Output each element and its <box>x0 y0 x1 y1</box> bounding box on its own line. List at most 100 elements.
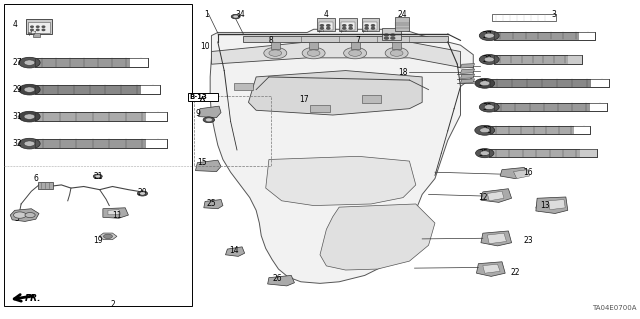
Text: FR.: FR. <box>25 294 42 303</box>
Bar <box>591 79 609 87</box>
Bar <box>494 55 582 63</box>
Bar <box>580 149 596 157</box>
Circle shape <box>205 118 212 121</box>
Circle shape <box>19 111 40 122</box>
Text: 22: 22 <box>510 268 520 277</box>
Circle shape <box>476 149 494 158</box>
Circle shape <box>385 37 388 39</box>
Bar <box>309 42 318 49</box>
Bar <box>271 42 280 49</box>
Bar <box>490 149 596 157</box>
Text: 20: 20 <box>138 188 148 197</box>
Bar <box>490 126 590 134</box>
Circle shape <box>231 14 240 19</box>
Bar <box>317 18 335 31</box>
Polygon shape <box>10 209 39 221</box>
Circle shape <box>24 141 35 146</box>
Polygon shape <box>461 79 474 83</box>
Bar <box>341 22 355 30</box>
Circle shape <box>24 87 35 92</box>
Text: 17: 17 <box>299 95 308 104</box>
Bar <box>146 112 167 121</box>
Circle shape <box>344 48 367 59</box>
Circle shape <box>302 48 325 59</box>
Polygon shape <box>500 167 527 179</box>
Text: 14: 14 <box>229 246 239 255</box>
Bar <box>490 149 596 157</box>
Circle shape <box>320 27 323 29</box>
Text: 8: 8 <box>269 36 274 45</box>
Text: 15: 15 <box>197 158 207 167</box>
Circle shape <box>140 192 145 195</box>
Circle shape <box>365 25 368 26</box>
Bar <box>339 18 357 31</box>
Polygon shape <box>461 63 474 68</box>
Circle shape <box>19 138 40 149</box>
Bar <box>35 58 148 67</box>
Circle shape <box>104 234 113 239</box>
Polygon shape <box>483 264 500 273</box>
Polygon shape <box>513 170 529 179</box>
Bar <box>574 126 590 134</box>
Bar <box>579 32 595 40</box>
Circle shape <box>326 27 330 29</box>
Circle shape <box>24 60 35 65</box>
Circle shape <box>233 15 238 18</box>
Circle shape <box>307 50 320 56</box>
Polygon shape <box>38 182 53 189</box>
Circle shape <box>24 114 35 119</box>
Circle shape <box>385 34 388 36</box>
Circle shape <box>480 81 490 86</box>
Text: 4: 4 <box>12 20 17 29</box>
Polygon shape <box>99 233 117 240</box>
Circle shape <box>391 37 395 39</box>
Circle shape <box>349 25 352 26</box>
Bar <box>494 55 582 63</box>
Bar <box>568 55 582 63</box>
Bar <box>492 14 556 21</box>
Bar <box>146 139 167 148</box>
Circle shape <box>479 55 499 64</box>
Bar <box>194 96 271 166</box>
Text: φ17: φ17 <box>28 31 38 36</box>
Bar <box>494 103 607 111</box>
Circle shape <box>31 29 33 31</box>
Text: 35: 35 <box>478 149 488 158</box>
Circle shape <box>365 27 368 29</box>
Text: 30: 30 <box>478 79 488 88</box>
Bar <box>392 42 401 49</box>
Bar <box>141 85 161 94</box>
Text: 13: 13 <box>540 201 550 210</box>
Text: 33: 33 <box>483 126 493 135</box>
Bar <box>188 93 218 101</box>
Bar <box>33 33 40 37</box>
Circle shape <box>391 34 395 36</box>
Circle shape <box>95 175 100 178</box>
Circle shape <box>475 125 495 135</box>
Bar <box>319 22 333 30</box>
Circle shape <box>479 31 499 41</box>
Circle shape <box>36 26 39 27</box>
Bar <box>35 139 167 148</box>
Bar <box>589 103 607 111</box>
Bar <box>35 85 161 94</box>
Polygon shape <box>211 42 461 67</box>
Circle shape <box>138 191 148 196</box>
Text: 28: 28 <box>483 55 492 64</box>
Circle shape <box>371 25 374 26</box>
Bar <box>490 79 609 87</box>
Circle shape <box>326 25 330 26</box>
Circle shape <box>93 174 102 179</box>
Text: 5: 5 <box>15 214 20 223</box>
Bar <box>4 4 192 306</box>
Bar <box>382 28 401 41</box>
Text: 27: 27 <box>12 58 22 67</box>
Bar <box>35 112 167 121</box>
Polygon shape <box>248 70 422 115</box>
Text: 27: 27 <box>483 31 492 40</box>
Text: 26: 26 <box>272 274 282 283</box>
Bar <box>35 85 161 94</box>
Polygon shape <box>210 29 473 283</box>
Polygon shape <box>476 262 505 276</box>
Text: TA04E0700A: TA04E0700A <box>591 305 636 311</box>
